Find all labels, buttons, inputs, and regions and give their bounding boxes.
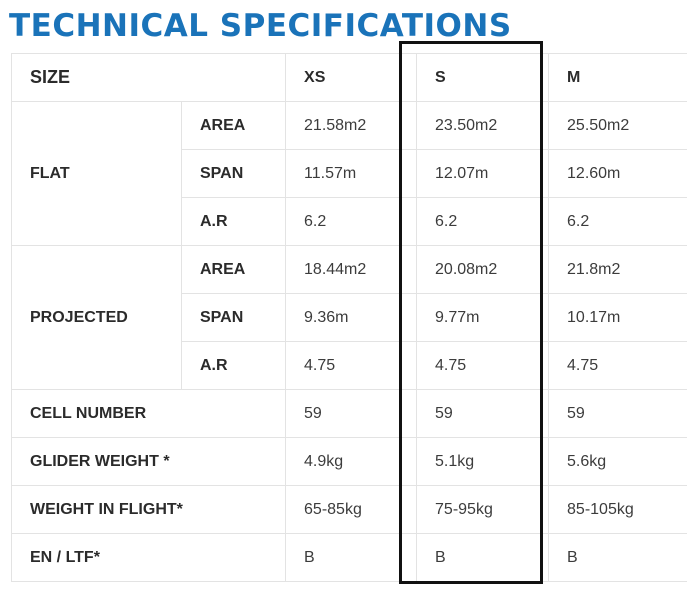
row-label: A.R [180,197,287,246]
table-cell: 59 [548,389,687,438]
table-cell: 6.2 [416,197,550,246]
table-cell: 75-95kg [416,485,550,534]
group-label-flat: FLAT [11,101,182,246]
table-cell: 21.8m2 [548,245,687,294]
table-cell: 65-85kg [285,485,418,534]
table-cell: 9.77m [416,293,550,342]
table-cell: 18.44m2 [285,245,418,294]
group-label-projected: PROJECTED [11,245,182,390]
row-label: AREA [180,101,287,150]
table-cell: 12.60m [548,149,687,198]
row-label: A.R [180,341,287,390]
table-cell: 5.1kg [416,437,550,486]
table-cell: 10.17m [548,293,687,342]
size-xs-header: XS [285,53,418,102]
table-cell: B [285,533,418,582]
row-label: SPAN [180,293,287,342]
row-label: CELL NUMBER [10,389,287,438]
table-cell: 21.58m2 [285,101,418,150]
table-cell: B [548,533,687,582]
table-cell: 23.50m2 [416,101,550,150]
table-cell: 5.6kg [548,437,687,486]
table-row: CELL NUMBER 59 59 59 [10,389,687,438]
table-cell: 4.75 [285,341,418,390]
table-cell: 12.07m [416,149,550,198]
row-label: EN / LTF* [10,533,287,582]
table-cell: 25.50m2 [548,101,687,150]
row-label: SPAN [180,149,287,198]
row-label: GLIDER WEIGHT * [10,437,287,486]
table-row: FLAT AREA 21.58m2 23.50m2 25.50m2 [11,101,687,246]
table-cell: 59 [416,389,550,438]
table-cell: B [416,533,550,582]
table-cell: 59 [285,389,418,438]
table-cell: 6.2 [548,197,687,246]
size-m-header: M [548,53,687,102]
table-cell: 4.75 [548,341,687,390]
table-cell: 6.2 [285,197,418,246]
table-header-row: SIZE XS S M [10,53,687,102]
page-title: TECHNICAL SPECIFICATIONS [9,8,512,44]
table-cell: 4.9kg [285,437,418,486]
table-cell: 85-105kg [548,485,687,534]
size-s-header: S [416,53,550,102]
table-row: A.R 4.75 4.75 4.75 [12,341,687,390]
table-cell: 11.57m [285,149,418,198]
table-row: EN / LTF* B B B [10,533,687,582]
table-cell: 9.36m [285,293,418,342]
table-cell: 4.75 [416,341,550,390]
table-row: GLIDER WEIGHT * 4.9kg 5.1kg 5.6kg [10,437,687,486]
size-header: SIZE [10,53,287,102]
table-row: PROJECTED AREA 18.44m2 20.08m2 21.8m2 [11,245,687,390]
spec-table: SIZE XS S M FLAT AREA 21.58m2 23.50m2 25… [10,53,687,582]
table-cell: 20.08m2 [416,245,550,294]
table-row: SPAN 11.57m 12.07m 12.60m [12,149,687,198]
row-label: AREA [180,245,287,294]
table-row: WEIGHT IN FLIGHT* 65-85kg 75-95kg 85-105… [10,485,687,534]
row-label: WEIGHT IN FLIGHT* [10,485,287,534]
